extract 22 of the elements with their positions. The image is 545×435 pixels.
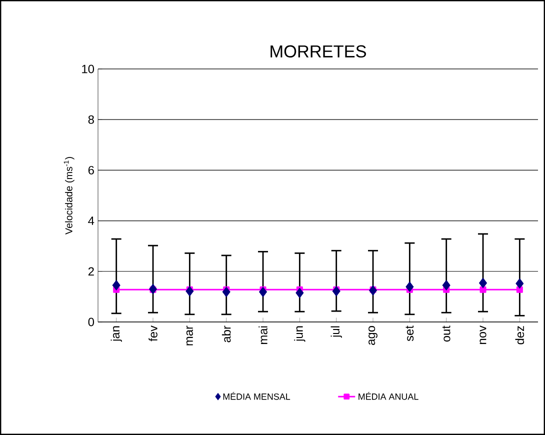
x-tick-label: fev bbox=[148, 326, 158, 342]
x-tick-label: jan bbox=[110, 326, 122, 342]
x-tick-label: jul bbox=[330, 326, 342, 338]
y-tick-label: 8 bbox=[88, 115, 94, 124]
y-tick-label: 4 bbox=[88, 216, 94, 225]
y-tick-label: 0 bbox=[88, 318, 94, 326]
x-tick-label: abr bbox=[222, 326, 231, 342]
x-tick-label: jun bbox=[294, 326, 306, 342]
y-axis-title: Velocidade (ms$^{-1}$) bbox=[64, 157, 74, 235]
x-tick-label: ago bbox=[368, 326, 378, 345]
y-tick-label: 10 bbox=[82, 64, 94, 74]
x-tick-label: mai bbox=[258, 326, 268, 344]
legend-label: MÉDIA ANUAL bbox=[358, 392, 418, 400]
x-tick-label: set bbox=[406, 326, 414, 342]
chart-title: MORRETES bbox=[270, 45, 366, 58]
x-tick-label: nov bbox=[480, 326, 486, 344]
x-tick-label: mar bbox=[186, 326, 193, 346]
x-tick-label: dez bbox=[515, 326, 524, 344]
legend-label: MÉDIA MENSAL bbox=[223, 392, 290, 400]
y-tick-label: 6 bbox=[88, 166, 94, 174]
y-tick-label: 2 bbox=[88, 267, 94, 276]
x-tick-label: out bbox=[442, 326, 450, 342]
